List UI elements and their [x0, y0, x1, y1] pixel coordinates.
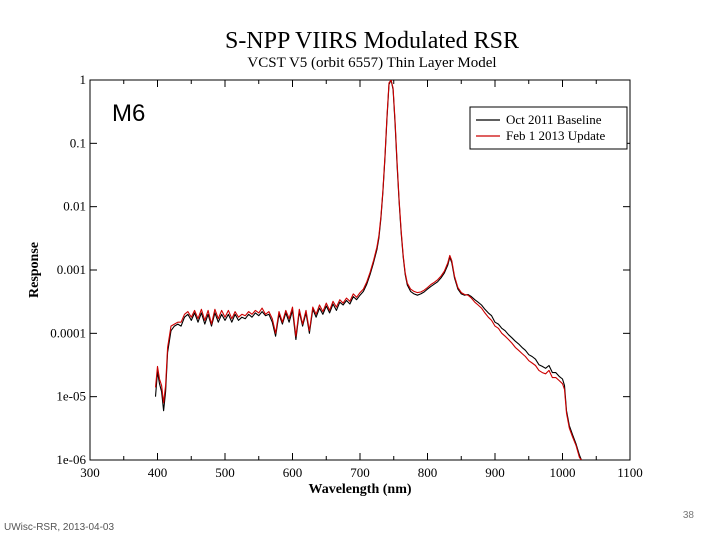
y-tick-label: 1e-05	[56, 389, 86, 404]
source-footer: UWisc-RSR, 2013-04-03	[4, 522, 115, 533]
x-tick-label: 1000	[550, 465, 576, 480]
x-tick-label: 900	[485, 465, 505, 480]
y-axis-label: Response	[27, 242, 42, 298]
y-tick-label: 0.001	[57, 262, 86, 277]
series-group	[154, 80, 582, 460]
x-tick-label: 500	[215, 465, 235, 480]
y-tick-label: 1e-06	[56, 452, 86, 467]
legend-box	[469, 106, 628, 150]
chart-title: S-NPP VIIRS Modulated RSR	[224, 28, 520, 54]
legend-entry: Feb 1 2013 Update	[506, 128, 606, 143]
y-tick-label: 0.0001	[50, 325, 86, 340]
x-tick-label: 600	[283, 465, 303, 480]
y-tick-label: 1	[80, 72, 87, 87]
y-tick-label: 0.1	[70, 135, 86, 150]
x-tick-label: 800	[418, 465, 438, 480]
band-label: M6	[112, 100, 146, 127]
x-axis-label: Wavelength (nm)	[308, 482, 411, 497]
page-number: 38	[682, 510, 694, 521]
x-tick-label: 300	[80, 465, 100, 480]
x-tick-label: 400	[148, 465, 168, 480]
chart-subtitle: VCST V5 (orbit 6557) Thin Layer Model	[247, 55, 497, 71]
x-tick-label: 1100	[617, 465, 643, 480]
x-tick-label: 700	[350, 465, 370, 480]
series-line-update	[154, 80, 582, 460]
y-tick-label: 0.01	[63, 199, 86, 214]
legend-entry: Oct 2011 Baseline	[506, 112, 602, 127]
